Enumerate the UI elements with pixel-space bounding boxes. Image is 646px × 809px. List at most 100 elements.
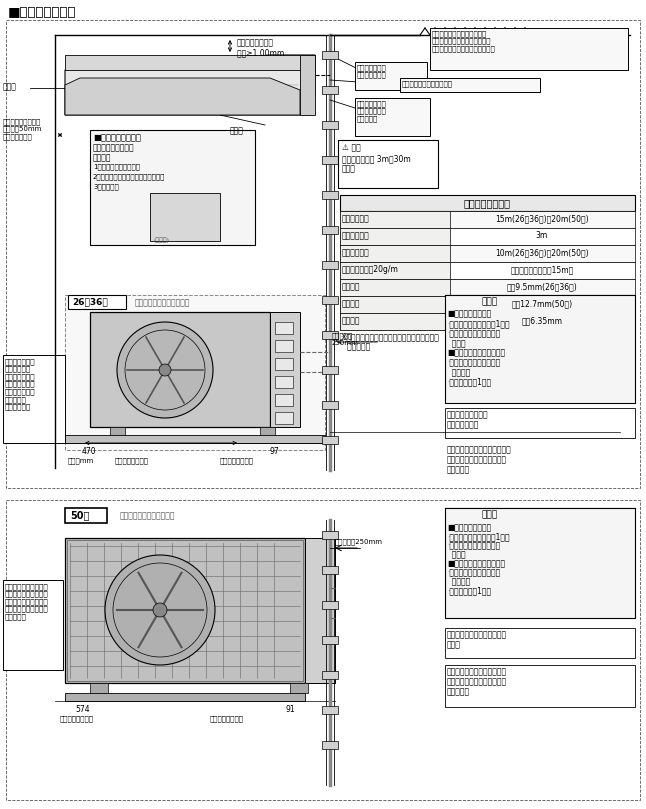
Bar xyxy=(340,228,450,245)
Polygon shape xyxy=(65,55,315,115)
Text: （室外机外观以实物为准）: （室外机外观以实物为准） xyxy=(120,511,176,520)
Polygon shape xyxy=(65,78,300,115)
Text: ·把维修盖向下移动，然后
  卸下。: ·把维修盖向下移动，然后 卸下。 xyxy=(447,329,500,349)
Text: 10m(26、36型)、20m(50型): 10m(26、36型)、20m(50型) xyxy=(495,248,589,257)
Bar xyxy=(322,566,338,574)
Text: 室外机底面距离面: 室外机底面距离面 xyxy=(220,457,254,464)
Text: 液侧配管: 液侧配管 xyxy=(342,316,360,325)
Bar xyxy=(322,401,338,409)
Text: ■室内外机安装图: ■室内外机安装图 xyxy=(8,6,76,19)
Bar xyxy=(290,683,308,693)
Text: 3m: 3m xyxy=(536,231,548,240)
Bar xyxy=(340,279,635,296)
Bar xyxy=(65,55,315,70)
Bar xyxy=(322,366,338,374)
Bar xyxy=(445,443,635,483)
Text: 外偈9.5mm(26、36型): 外偈9.5mm(26、36型) xyxy=(506,282,578,291)
Text: 26、36型: 26、36型 xyxy=(72,297,108,306)
Text: (示意图): (示意图) xyxy=(153,237,169,243)
Text: ·拧紧螺钉。（1只）: ·拧紧螺钉。（1只） xyxy=(447,586,491,595)
Text: 最大容许高度: 最大容许高度 xyxy=(342,248,370,257)
Text: 制冷剂配管长度超过15m时: 制冷剂配管长度超过15m时 xyxy=(510,265,574,274)
Text: 适为配管和电气维修
留下工作空间。: 适为配管和电气维修 留下工作空间。 xyxy=(447,410,488,430)
Text: 气侧配管: 气侧配管 xyxy=(342,299,360,308)
Bar xyxy=(445,508,635,618)
Text: 配管长度设置在 3m到30m
之间。: 配管长度设置在 3m到30m 之间。 xyxy=(342,154,411,173)
Bar xyxy=(340,313,635,330)
Text: 用空调密封油灰
将缝隙填补好。: 用空调密封油灰 将缝隙填补好。 xyxy=(357,64,387,78)
Bar xyxy=(430,28,628,70)
Circle shape xyxy=(105,555,215,665)
Bar xyxy=(270,312,300,427)
Bar xyxy=(275,322,293,334)
Bar xyxy=(6,20,640,488)
Text: 前面板: 前面板 xyxy=(3,82,17,91)
Text: ■室外机维修盖的安装方法: ■室外机维修盖的安装方法 xyxy=(447,348,505,357)
Bar xyxy=(260,427,275,435)
Text: ■室外机维修盖的安装方法: ■室外机维修盖的安装方法 xyxy=(447,559,505,568)
Bar xyxy=(322,601,338,609)
Text: 气侧配管: 气侧配管 xyxy=(342,282,360,291)
Text: 15m(26、36型)、20m(50型): 15m(26、36型)、20m(50型) xyxy=(495,214,589,223)
Bar xyxy=(322,121,338,129)
Circle shape xyxy=(159,364,171,376)
Bar xyxy=(275,412,293,424)
Bar xyxy=(3,355,65,443)
Bar xyxy=(355,62,427,90)
Bar xyxy=(340,296,450,313)
Text: 配管长度设置要求: 配管长度设置要求 xyxy=(464,198,511,208)
Bar xyxy=(90,130,255,245)
Bar xyxy=(65,435,325,443)
Bar xyxy=(275,376,293,388)
Bar xyxy=(110,427,125,435)
Bar xyxy=(322,706,338,714)
Text: 维修盖: 维修盖 xyxy=(230,126,244,135)
Text: 574: 574 xyxy=(75,705,90,714)
Text: ·将维修盖的上端插入到室: ·将维修盖的上端插入到室 xyxy=(447,568,500,577)
Text: ■维修盖的开启方式: ■维修盖的开启方式 xyxy=(93,133,141,142)
Bar xyxy=(400,78,540,92)
Text: 外偈6.35mm: 外偈6.35mm xyxy=(521,316,563,325)
Bar xyxy=(322,261,338,269)
Bar xyxy=(322,51,338,59)
Text: ■维修盖的开启方式: ■维修盖的开启方式 xyxy=(447,523,491,532)
Bar xyxy=(340,296,635,313)
Text: 基础螺栋孔中心距: 基础螺栋孔中心距 xyxy=(60,715,94,722)
Text: ·把维修盖向下移动，然后: ·把维修盖向下移动，然后 xyxy=(447,541,500,550)
Text: 用截热隔周铝管套头包裹好，
然后用合缠绑带将其缠好，一定
确保不要在隔热套管上留下缝隙。: 用截热隔周铝管套头包裹好， 然后用合缠绑带将其缠好，一定 确保不要在隔热套管上留… xyxy=(432,30,495,52)
Bar xyxy=(65,538,305,683)
Text: 在有可能出现翻盖困难场所的
方请用大型钉钉或卡子等将室
外机固定。: 在有可能出现翻盖困难场所的 方请用大型钉钉或卡子等将室 外机固定。 xyxy=(447,667,507,697)
Text: 请为配管和电气维修留下工作
空间。: 请为配管和电气维修留下工作 空间。 xyxy=(447,630,507,650)
Text: 用合缝绑带将铜管捆缠好。: 用合缝绑带将铜管捆缠好。 xyxy=(402,80,453,87)
Bar xyxy=(445,408,635,438)
Bar xyxy=(340,211,450,228)
Bar xyxy=(65,295,325,450)
Bar xyxy=(65,693,305,701)
Bar xyxy=(3,580,63,670)
Text: 在排水不良处，请在室
外机下铺垒细泥土块，
调节支脚高度直到水平
方止，否则就会引起漏
水或积水。: 在排水不良处，请在室 外机下铺垒细泥土块， 调节支脚高度直到水平 方止，否则就会… xyxy=(5,583,48,620)
Bar xyxy=(90,312,270,427)
Bar xyxy=(68,295,126,309)
Bar xyxy=(338,140,438,188)
Bar xyxy=(275,394,293,406)
Text: ·拆下维修盖的螺钉。（1只）: ·拆下维修盖的螺钉。（1只） xyxy=(447,319,510,328)
Text: 50型: 50型 xyxy=(70,510,89,520)
Bar xyxy=(150,193,220,241)
Bar xyxy=(322,296,338,304)
Text: 与墙壁距离
250mm: 与墙壁距离 250mm xyxy=(332,332,359,345)
Text: ■维修盖的开启方式: ■维修盖的开启方式 xyxy=(447,309,491,318)
Text: ·将维修盖的上端插入到室
  外机内。: ·将维修盖的上端插入到室 外机内。 xyxy=(447,358,500,378)
Bar xyxy=(322,156,338,164)
Text: 外偈12.7mm(50型): 外偈12.7mm(50型) xyxy=(512,299,572,308)
Bar xyxy=(340,195,635,211)
Text: 室内机与墙壁的距离
至少距为50mm
（左右侧相同）: 室内机与墙壁的距离 至少距为50mm （左右侧相同） xyxy=(3,118,43,140)
Text: 91: 91 xyxy=(285,705,295,714)
Text: 单位：mm: 单位：mm xyxy=(68,457,94,464)
Text: 1）拆下维修盖的螺钉。: 1）拆下维修盖的螺钉。 xyxy=(93,163,140,170)
Bar xyxy=(340,262,450,279)
Text: ⚠ 警告: ⚠ 警告 xyxy=(342,143,360,152)
Text: 室外机底面距离面: 室外机底面距离面 xyxy=(210,715,244,722)
Bar xyxy=(67,540,303,681)
Bar xyxy=(322,741,338,749)
Bar xyxy=(90,683,108,693)
